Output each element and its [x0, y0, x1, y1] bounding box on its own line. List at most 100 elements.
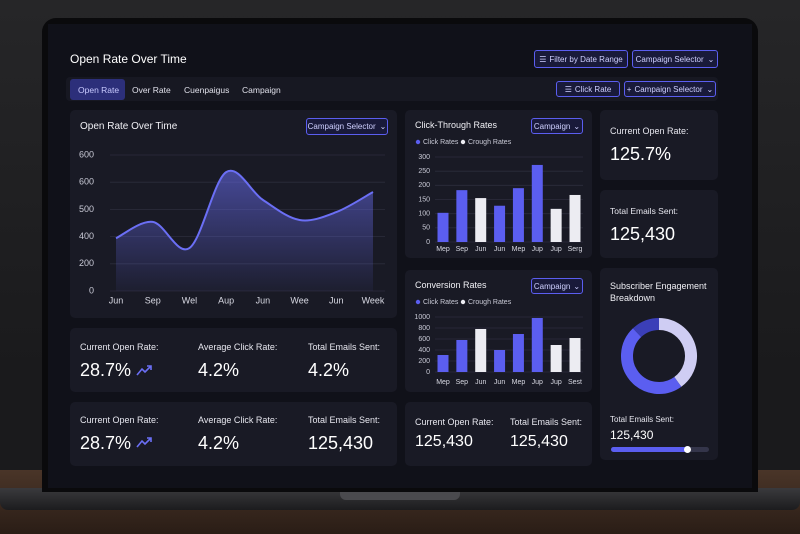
y-tick-label: 200	[418, 358, 430, 365]
button-label: Campaign Selector	[634, 84, 703, 94]
filter-button[interactable]: + Campaign Selector ⌄	[624, 81, 716, 97]
legend-swatch	[415, 299, 421, 305]
bar-card: Click-Through Rates Campaign ⌄ 0 50 100 150 2…	[405, 110, 592, 258]
filter-button[interactable]: ☰ Click Rate	[556, 81, 620, 97]
stat-row: Current Open Rate: 125,430 Total Emails …	[405, 402, 592, 466]
x-tick-label: Jup	[550, 379, 561, 386]
donut-segment	[658, 318, 697, 387]
button-label: Campaign Selector	[635, 54, 704, 64]
y-tick-label: 0	[89, 285, 94, 295]
bar	[456, 190, 468, 242]
donut-segment	[632, 318, 660, 338]
x-tick-label: Jun	[109, 295, 124, 305]
stat-value: 28.7%	[80, 360, 132, 380]
bar	[437, 212, 449, 242]
header-title: Open Rate Over Time	[70, 52, 187, 66]
stat-value: 125,430	[510, 433, 568, 450]
x-tick-label: Mep	[436, 379, 450, 386]
bar	[475, 328, 487, 372]
x-tick-label: Wee	[290, 295, 308, 305]
x-tick-label: Mep	[436, 246, 450, 253]
x-tick-label: Mep	[512, 246, 526, 253]
trend-icon	[136, 437, 152, 448]
y-tick-label: 500	[79, 204, 94, 214]
stat-label: Current Open Rate:	[80, 342, 159, 352]
x-tick-label: Week	[362, 295, 385, 305]
active-tab[interactable]	[70, 79, 125, 100]
legend-swatch	[460, 299, 466, 305]
selector[interactable]: Campaign Selector ⌄	[306, 118, 388, 135]
y-tick-label: 200	[418, 182, 430, 189]
y-tick-label: 600	[418, 336, 430, 343]
stat-value: 125,430	[610, 428, 654, 442]
x-tick-label: Sep	[456, 246, 469, 253]
stat-label: Total Emails Sent:	[510, 417, 583, 427]
x-tick-label: Jun	[494, 246, 505, 253]
selector[interactable]: Campaign ⌄	[531, 118, 583, 134]
y-tick-label: 150	[418, 196, 430, 203]
stat-value: 125,430	[415, 433, 473, 450]
y-tick-label: 200	[79, 258, 94, 268]
y-tick-label: 1000	[414, 314, 430, 321]
button-label: Campaign	[533, 281, 571, 291]
x-tick-label: Serg	[568, 246, 583, 253]
trend-icon	[136, 365, 152, 376]
bar	[475, 198, 487, 242]
stat-value: 4.2%	[308, 360, 350, 380]
y-tick-label: 600	[79, 149, 94, 159]
y-tick-label: 50	[422, 225, 430, 232]
stat-label: Total Emails Sent:	[610, 206, 679, 216]
stat-value: 125,430	[308, 433, 374, 453]
y-tick-label: 400	[418, 347, 430, 354]
stat-row: Current Open Rate: 28.7% Average Click R…	[70, 402, 397, 466]
progress-track	[611, 446, 709, 453]
bar	[550, 344, 562, 372]
campaign-button[interactable]: Campaign Selector ⌄	[632, 50, 718, 68]
x-tick-label: Jun	[329, 295, 344, 305]
x-tick-label: Wel	[182, 295, 197, 305]
stat-card: Current Open Rate: 125.7%	[600, 110, 718, 180]
bar	[531, 317, 543, 372]
bar	[512, 188, 524, 242]
stat-label: Average Click Rate:	[198, 415, 278, 425]
line	[115, 169, 374, 251]
x-tick-label: Jun	[475, 246, 486, 253]
x-tick-label: Jup	[532, 379, 543, 386]
stat-value: 4.2%	[198, 360, 240, 380]
selector[interactable]: Campaign ⌄	[531, 278, 583, 294]
engagement-card: Subscriber Engagement Breakdown Total Em…	[600, 268, 718, 460]
button-label: Campaign	[533, 121, 571, 131]
chart-title: Conversion Rates	[415, 280, 487, 290]
tab[interactable]: Campaign	[242, 85, 281, 95]
stat-label: Total Emails Sent:	[308, 342, 381, 352]
stat-label: Total Emails Sent:	[610, 415, 675, 424]
x-tick-label: Sep	[145, 295, 161, 305]
stat-value: 4.2%	[198, 433, 240, 453]
filter-button[interactable]: ☰ Filter by Date Range	[534, 50, 628, 68]
y-tick-label: 300	[418, 154, 430, 161]
line-card: Open Rate Over Time Campaign Selector ⌄ 0…	[70, 110, 397, 318]
tab[interactable]: Cuenpaigus	[184, 85, 230, 95]
chart-title: Open Rate Over Time	[80, 121, 178, 132]
bar	[494, 205, 506, 242]
area	[116, 170, 373, 291]
bar-card: Conversion Rates Campaign ⌄ 0 200 400 600 800…	[405, 270, 592, 392]
bar	[456, 339, 468, 372]
y-tick-label: 250	[418, 168, 430, 175]
legend-swatch	[460, 139, 466, 145]
stat-row: Current Open Rate: 28.7% Average Click R…	[70, 328, 397, 392]
donut-chart	[621, 318, 697, 394]
stat-value: 125,430	[610, 224, 676, 244]
x-tick-label: Jun	[494, 379, 505, 386]
tab[interactable]: Over Rate	[132, 85, 171, 95]
legend-label: Click Rates	[423, 299, 459, 306]
line-chart: 0 200 400 500 600 600 Jun Sep Wel Aup Jun Wee Jun Wee…	[79, 149, 385, 305]
bar	[569, 338, 581, 372]
x-tick-label: Jun	[475, 379, 486, 386]
y-tick-label: 0	[426, 369, 430, 376]
stat-label: Current Open Rate:	[415, 417, 494, 427]
tab[interactable]: Open Rate	[78, 85, 120, 95]
bar	[437, 355, 449, 372]
stat-label: Average Click Rate:	[198, 342, 278, 352]
donut-segment	[621, 328, 682, 394]
